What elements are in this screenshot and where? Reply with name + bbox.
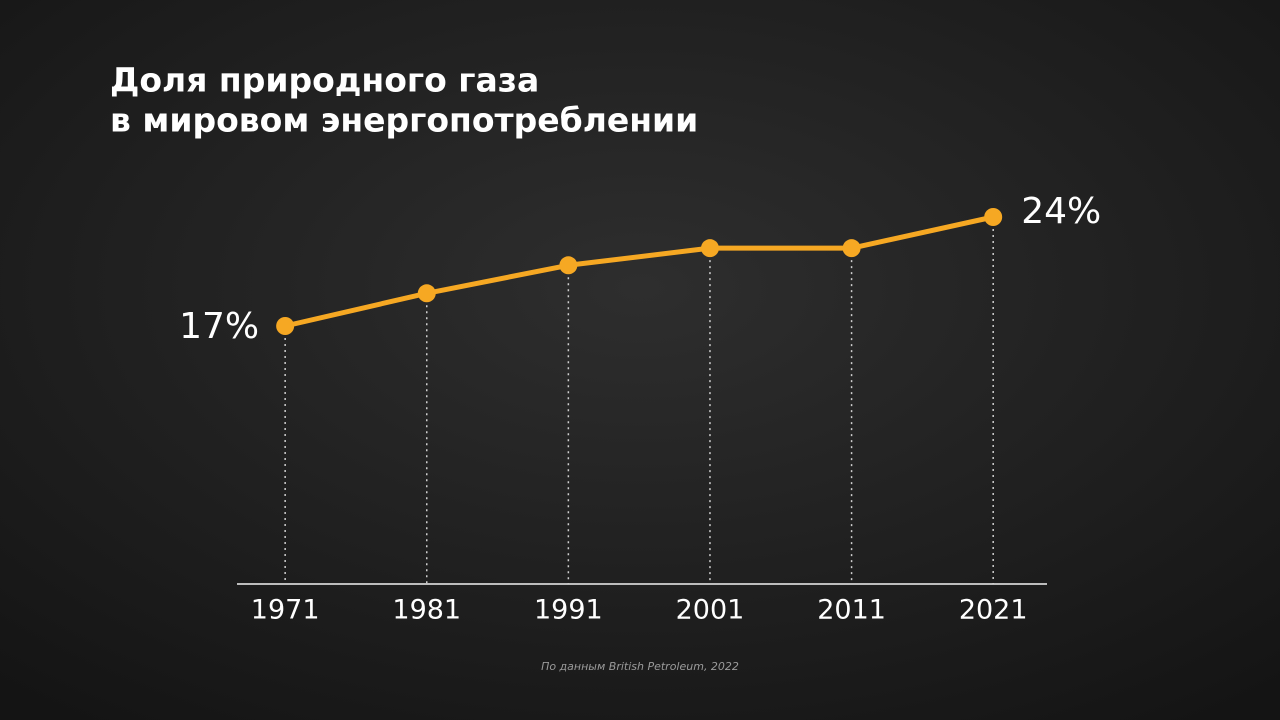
point [417,284,436,303]
x-tick-label: 1981 [392,595,461,626]
point [842,239,861,258]
point [276,317,295,335]
point [700,239,719,258]
x-tick-label: 1971 [251,595,320,626]
source-note: По данным British Petroleum, 2022 [541,660,739,673]
x-tick-label: 2001 [676,595,745,626]
line [284,214,994,329]
x-tick-label: 1991 [534,595,603,626]
x-tick-label: 2021 [959,595,1028,626]
value-label: 24% [1021,191,1101,232]
point [984,208,1003,226]
chart-title: в мировом энергопотреблении [110,101,698,140]
point [559,256,578,275]
chart-title: Доля природного газа [110,61,539,100]
x-tick-label: 2011 [817,595,886,626]
value-label: 17% [179,306,259,347]
